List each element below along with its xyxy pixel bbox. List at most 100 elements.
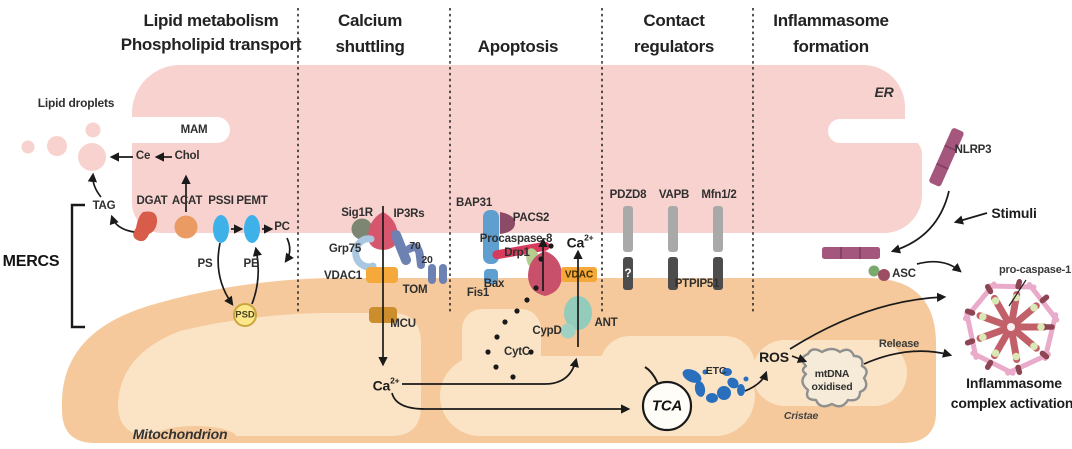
label-pacs2: PACS2	[512, 212, 550, 224]
vdac-channel	[561, 267, 597, 282]
label-ros: ROS	[759, 349, 789, 365]
label-release: Release	[878, 338, 920, 350]
cytc-dots	[485, 243, 554, 380]
label-pdzd8: PDZD8	[609, 189, 647, 201]
label-chol: Chol	[174, 150, 200, 162]
arrow-dgat-to-tag	[109, 214, 135, 233]
asc-green-subunit	[868, 265, 880, 277]
label-asc: ASC	[892, 268, 916, 280]
label-calcium-ion-matrix: Ca2+	[372, 375, 400, 394]
asc-maroon-subunit	[878, 269, 890, 281]
mam-cleft	[118, 117, 230, 143]
label-lipid-droplets: Lipid droplets	[37, 96, 115, 110]
label-pro-caspase1: pro-caspase-1	[999, 264, 1071, 276]
sig1r-protein	[351, 218, 373, 240]
header-contact-line1: Contact	[643, 11, 705, 30]
arrow-pe-to-pemt	[251, 246, 262, 305]
arrow-ps-to-psd	[217, 242, 234, 306]
er-right-lobe	[830, 138, 922, 233]
label-cytc: CytC	[503, 346, 531, 358]
label-pss1: PSSI	[208, 195, 234, 207]
mitochondrion-body	[62, 278, 936, 443]
tether-proteins	[623, 206, 723, 290]
arrow-pc-down	[284, 237, 294, 263]
label-ant: ANT	[594, 317, 618, 329]
label-ce: Ce	[135, 150, 151, 162]
label-stimuli: Stimuli	[991, 205, 1037, 221]
label-dgat: DGAT	[136, 195, 168, 207]
bap31-protein	[483, 210, 499, 264]
arrow-release-to-wheel	[863, 348, 953, 365]
nlrp3-protein	[929, 128, 964, 187]
header-lipid-line2: Phospholipid transport	[120, 35, 302, 54]
mtdna-blob	[801, 347, 868, 408]
header-calcium-line1: Calcium	[337, 11, 403, 30]
label-bap31: BAP31	[455, 197, 493, 209]
label-mcu: MCU	[390, 318, 416, 330]
label-calcium-ion-cytosol: Ca2+	[566, 232, 594, 251]
tom-complex	[391, 230, 447, 284]
label-ptpip51: PTPIP51	[674, 278, 720, 290]
label-tom: TOM	[402, 284, 428, 296]
cristae-fold	[153, 426, 237, 443]
pacs2-protein	[500, 212, 515, 234]
psd-enzyme	[233, 303, 257, 327]
label-cypd: CypD	[532, 325, 562, 337]
label-tom70: 70	[409, 240, 421, 252]
label-ip3rs: IP3Rs	[393, 208, 425, 220]
label-activation-line2: complex activation	[950, 395, 1072, 411]
arrow-ca-to-ant	[402, 357, 579, 385]
label-mercs: MERCS	[2, 253, 60, 270]
label-drp1: Drp1	[504, 247, 530, 259]
label-activation-line1: Inflammasome	[966, 375, 1062, 391]
vdac1-channel	[366, 267, 398, 283]
label-grp75: Grp75	[328, 243, 362, 255]
arrow-tag-to-droplet	[87, 172, 102, 198]
label-mam: MAM	[180, 124, 208, 136]
label-procaspase8: Procaspase-8	[479, 233, 553, 245]
label-bax: Bax	[483, 278, 505, 290]
dgat-enzyme	[133, 211, 158, 242]
acat-enzyme	[174, 215, 198, 239]
arrow-ca-to-tca	[391, 392, 631, 414]
header-contact-line2: regulators	[633, 37, 715, 56]
label-psd: PSD	[235, 309, 255, 321]
pss1-enzyme	[213, 215, 229, 243]
label-mtdna-line1: mtDNA	[814, 368, 850, 380]
header-apoptosis: Apoptosis	[477, 37, 559, 56]
er-body	[132, 65, 905, 233]
label-tca: TCA	[651, 397, 683, 415]
label-mtdna-line2: oxidised	[811, 381, 853, 393]
header-inflammasome-line1: Inflammasome	[773, 11, 889, 30]
label-er: ER	[874, 84, 894, 100]
fis1-protein	[484, 269, 498, 284]
pemt-enzyme	[244, 215, 260, 243]
label-cristae: Cristae	[783, 410, 819, 422]
arrow-ros-to-wheel	[789, 292, 947, 350]
label-sig1r: Sig1R	[341, 207, 373, 219]
etc-complexes	[682, 368, 749, 403]
bax-pore	[528, 251, 562, 296]
label-mitochondrion: Mitochondrion	[132, 426, 228, 442]
label-unknown-partner: ?	[624, 266, 632, 280]
arrow-stimuli-to-nlrp3	[953, 212, 988, 225]
lipid-droplet-shapes	[21, 122, 106, 171]
label-tag: TAG	[92, 200, 116, 212]
arrow-ros-to-mtdna	[791, 354, 808, 363]
arrow-asc-to-wheel	[916, 260, 962, 273]
label-fis1: Fis1	[466, 287, 490, 299]
procaspase8-protein	[492, 241, 550, 260]
nlrp3-docked-bar	[822, 247, 880, 259]
arrow-nlrp3-to-mito	[890, 190, 950, 254]
label-nlrp3: NLRP3	[954, 144, 992, 156]
label-vdac1: VDAC1	[324, 270, 362, 282]
label-pe: PE	[243, 258, 259, 270]
cypd-protein	[560, 323, 576, 339]
label-acat: ACAT	[171, 195, 203, 207]
er-right-cleft	[828, 119, 940, 143]
label-tom20: 20	[421, 254, 433, 266]
header-calcium-line2: shuttling	[335, 37, 405, 56]
inflammasome-wheel	[962, 278, 1060, 376]
